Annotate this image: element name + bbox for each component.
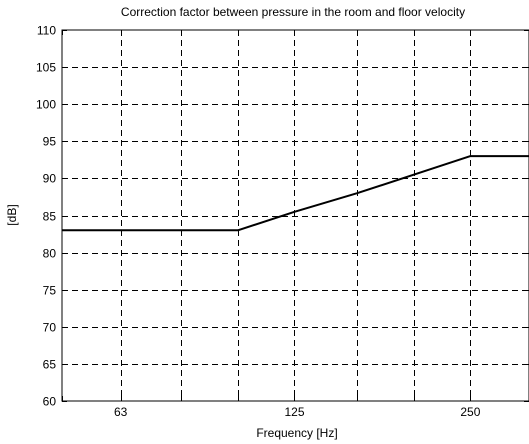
series <box>62 155 529 232</box>
x-axis-label: Frequency [Hz] <box>256 426 337 440</box>
y-tick-labels: 60 65 70 75 80 85 90 95 100 105 110 <box>36 24 56 409</box>
y-tick-label: 75 <box>43 284 57 298</box>
y-tick-label: 105 <box>36 61 56 75</box>
y-tick-label: 95 <box>43 135 57 149</box>
x-tick-label: 63 <box>114 405 128 419</box>
y-axis-label: [dB] <box>5 204 19 225</box>
y-tick-label: 110 <box>37 24 56 38</box>
x-tick-label: 250 <box>460 405 480 419</box>
plot-frame <box>61 29 529 402</box>
chart-title: Correction factor between pressure in th… <box>121 5 465 19</box>
y-tick-label: 70 <box>43 321 57 335</box>
y-tick-label: 60 <box>43 395 57 409</box>
series-line <box>62 155 529 232</box>
y-tick-label: 65 <box>43 358 57 372</box>
y-tick-label: 90 <box>43 172 57 186</box>
x-tick-labels: 63 125 250 <box>114 405 481 419</box>
y-tick-label: 85 <box>43 210 57 224</box>
x-tick-label: 125 <box>284 405 304 419</box>
grid <box>62 30 529 401</box>
ticks <box>62 30 529 402</box>
y-tick-label: 80 <box>43 247 57 261</box>
y-tick-label: 100 <box>36 98 56 112</box>
